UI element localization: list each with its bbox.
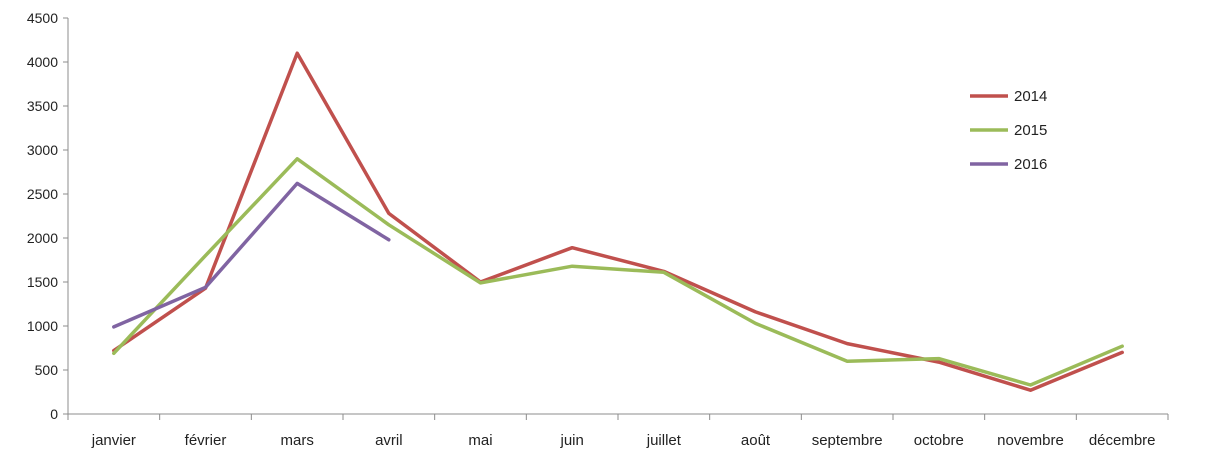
x-tick-label: août xyxy=(741,432,771,449)
x-tick-label: octobre xyxy=(914,432,964,449)
legend-item-2016: 2016 xyxy=(970,156,1047,173)
x-tick-label: mars xyxy=(280,432,313,449)
y-tick-label: 1500 xyxy=(27,274,58,290)
x-tick-label: janvier xyxy=(91,432,136,449)
legend-label: 2014 xyxy=(1014,88,1047,105)
legend-label: 2015 xyxy=(1014,122,1047,139)
x-tick-label: mai xyxy=(468,432,492,449)
x-tick-label: novembre xyxy=(997,432,1064,449)
y-tick-label: 3500 xyxy=(27,98,58,114)
y-tick-label: 2500 xyxy=(27,186,58,202)
x-tick-label: décembre xyxy=(1089,432,1156,449)
x-tick-label: septembre xyxy=(812,432,883,449)
y-tick-label: 4500 xyxy=(27,10,58,26)
y-tick-label: 2000 xyxy=(27,230,58,246)
legend: 2014 2015 2016 xyxy=(970,88,1047,173)
y-tick-label: 500 xyxy=(35,362,59,378)
y-tick-label: 4000 xyxy=(27,54,58,70)
y-tick-label: 0 xyxy=(50,406,58,422)
series-line-2014 xyxy=(112,51,1124,392)
x-tick-label: avril xyxy=(375,432,403,449)
legend-item-2014: 2014 xyxy=(970,88,1047,105)
x-tick-label: juillet xyxy=(646,432,682,449)
x-tick-label: février xyxy=(185,432,227,449)
legend-label: 2016 xyxy=(1014,156,1047,173)
series-lines xyxy=(112,51,1124,392)
axes: 0 500 1000 1500 2000 2500 3000 3500 4000 4500 janv… xyxy=(27,10,1169,449)
y-tick-label: 3000 xyxy=(27,142,58,158)
series-line-2015 xyxy=(112,157,1124,387)
y-tick-label: 1000 xyxy=(27,318,58,334)
x-tick-label: juin xyxy=(559,432,583,449)
series-line-2016 xyxy=(112,181,391,329)
legend-item-2015: 2015 xyxy=(970,122,1047,139)
